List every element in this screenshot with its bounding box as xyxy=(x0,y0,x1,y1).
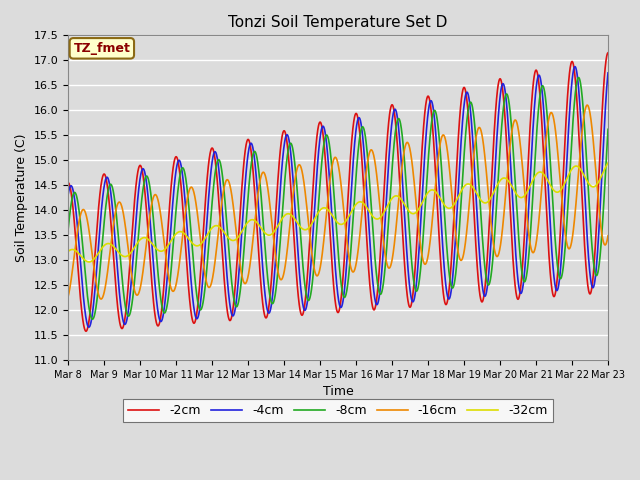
-2cm xyxy=(82,328,90,334)
Line: -8cm: -8cm xyxy=(68,78,608,319)
-16cm xyxy=(594,192,602,197)
-8cm xyxy=(295,207,303,213)
-4cm xyxy=(594,246,602,252)
-8cm xyxy=(158,303,166,309)
-2cm xyxy=(604,50,612,56)
-32cm xyxy=(126,251,134,257)
-32cm xyxy=(594,180,602,186)
-32cm xyxy=(85,259,93,265)
-4cm xyxy=(295,260,303,266)
Line: -4cm: -4cm xyxy=(68,67,608,327)
Title: Tonzi Soil Temperature Set D: Tonzi Soil Temperature Set D xyxy=(228,15,448,30)
-2cm xyxy=(158,305,166,311)
-16cm xyxy=(64,294,72,300)
-2cm xyxy=(271,218,279,224)
X-axis label: Time: Time xyxy=(323,385,353,398)
-8cm xyxy=(604,126,612,132)
-8cm xyxy=(89,316,97,322)
-16cm xyxy=(158,220,166,226)
-2cm xyxy=(126,262,134,268)
Y-axis label: Soil Temperature (C): Soil Temperature (C) xyxy=(15,133,28,262)
-16cm xyxy=(584,102,591,108)
-4cm xyxy=(85,324,93,330)
-16cm xyxy=(295,162,303,168)
-4cm xyxy=(536,72,543,78)
-8cm xyxy=(594,270,602,276)
-32cm xyxy=(295,222,303,228)
-16cm xyxy=(126,259,134,264)
-4cm xyxy=(604,70,612,76)
-16cm xyxy=(271,251,279,257)
-2cm xyxy=(594,201,602,207)
-8cm xyxy=(575,75,582,81)
Legend: -2cm, -4cm, -8cm, -16cm, -32cm: -2cm, -4cm, -8cm, -16cm, -32cm xyxy=(124,399,553,422)
-4cm xyxy=(271,261,279,267)
Line: -16cm: -16cm xyxy=(68,105,608,299)
-4cm xyxy=(126,295,134,301)
-32cm xyxy=(604,160,612,166)
-32cm xyxy=(64,249,72,254)
Line: -2cm: -2cm xyxy=(68,53,608,331)
-2cm xyxy=(295,297,303,303)
-8cm xyxy=(126,312,134,317)
Line: -32cm: -32cm xyxy=(68,163,608,262)
-16cm xyxy=(604,233,612,239)
-32cm xyxy=(158,248,166,254)
-4cm xyxy=(158,318,166,324)
-32cm xyxy=(271,227,279,233)
-4cm xyxy=(64,192,72,198)
Text: TZ_fmet: TZ_fmet xyxy=(74,42,131,55)
-8cm xyxy=(64,228,72,233)
-16cm xyxy=(97,296,105,302)
-4cm xyxy=(571,64,579,70)
-8cm xyxy=(536,97,543,103)
-32cm xyxy=(536,169,543,175)
-2cm xyxy=(64,180,72,186)
-2cm xyxy=(536,86,543,92)
-8cm xyxy=(271,291,279,297)
-16cm xyxy=(536,212,543,218)
